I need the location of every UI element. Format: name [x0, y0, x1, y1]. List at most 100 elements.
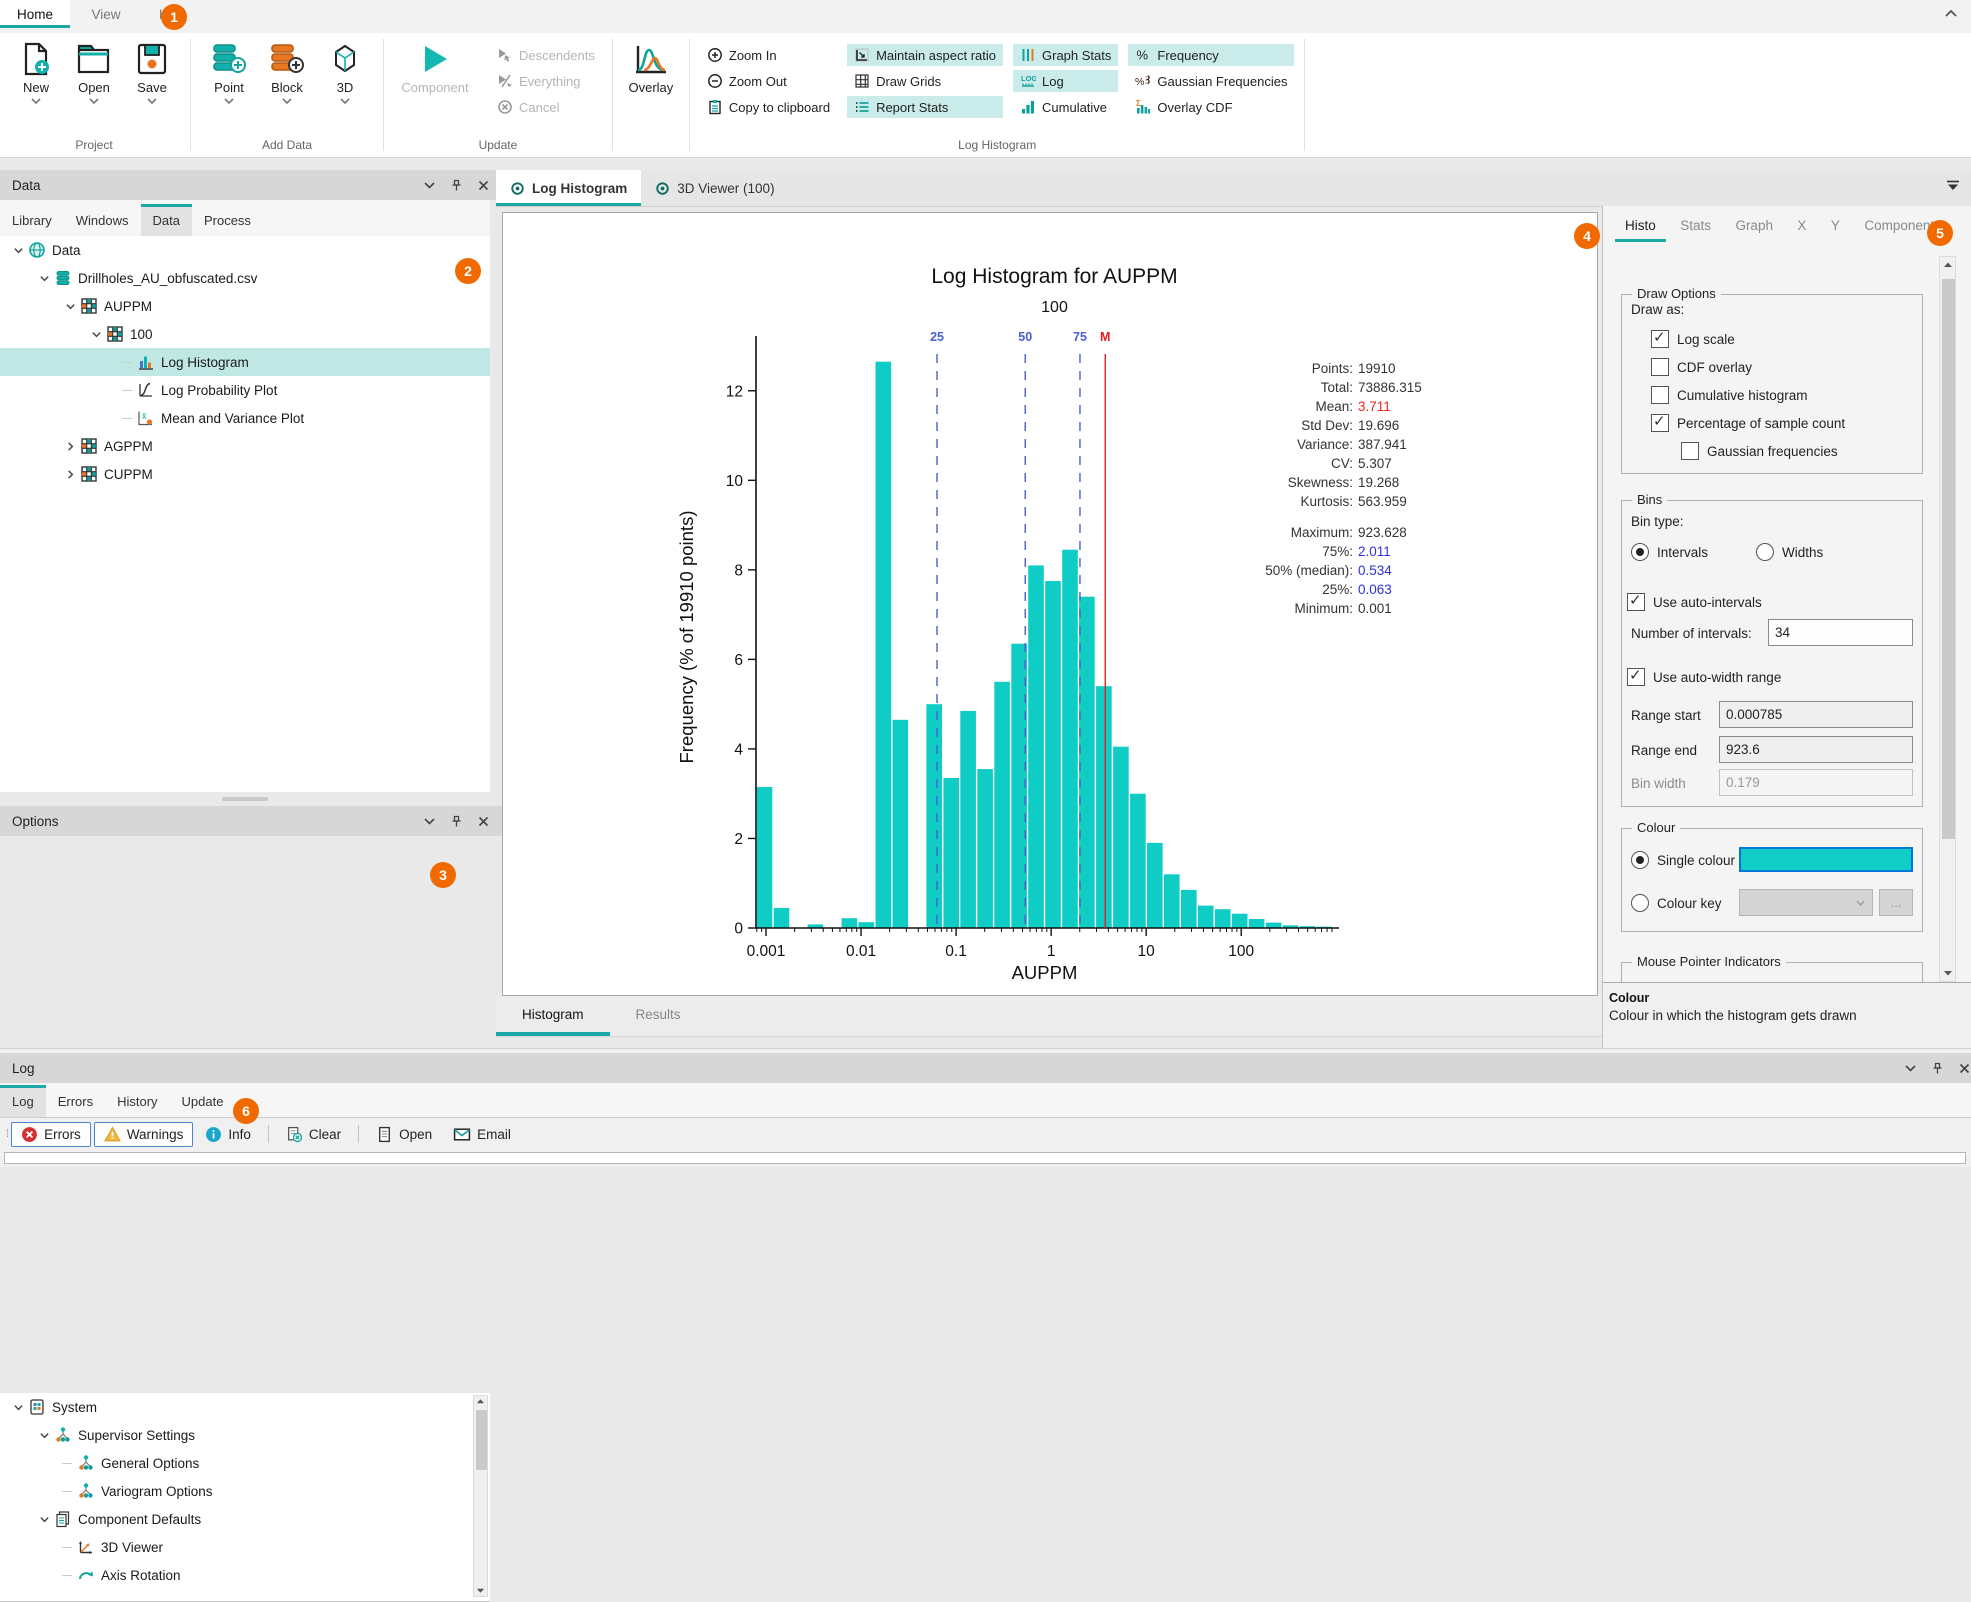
tab-x[interactable]: X [1797, 218, 1807, 233]
pin-icon[interactable] [450, 179, 463, 192]
checkbox-gaussian-frequencies[interactable]: Gaussian frequencies [1681, 442, 1838, 460]
scrollbar-thumb[interactable] [476, 1410, 487, 1470]
checkbox-use-auto-intervals[interactable]: Use auto-intervals [1627, 591, 1762, 611]
radio-intervals[interactable]: Intervals [1631, 543, 1708, 561]
tab-list-filter-icon[interactable] [1945, 178, 1961, 194]
tab-component[interactable]: Component [1864, 218, 1935, 233]
draw-grids-toggle[interactable]: Draw Grids [847, 70, 1003, 92]
chevron-down-icon[interactable] [339, 97, 351, 105]
radio-widths[interactable]: Widths [1756, 543, 1823, 561]
tab-graph[interactable]: Graph [1735, 218, 1773, 233]
update-component-button[interactable]: Component [394, 38, 476, 95]
tab-y[interactable]: Y [1830, 218, 1840, 233]
new-button[interactable]: New [8, 38, 64, 105]
tab-results-view[interactable]: Results [635, 1007, 681, 1022]
tree-item-system[interactable]: System [0, 1393, 490, 1421]
pin-icon[interactable] [1931, 1062, 1944, 1075]
chevron-right-icon[interactable] [62, 441, 78, 452]
checkbox-percentage-of-sample-count[interactable]: Percentage of sample count [1651, 412, 1845, 432]
report-stats-toggle[interactable]: Report Stats [847, 96, 1004, 118]
radio-icon[interactable] [1631, 543, 1649, 561]
tree-item-mean-variance-plot[interactable]: x̄ Mean and Variance Plot [0, 404, 490, 432]
checkbox-icon[interactable] [1651, 386, 1669, 404]
tab-view[interactable]: View [91, 7, 121, 22]
colour-swatch[interactable] [1739, 847, 1913, 872]
tab-data[interactable]: Data [140, 204, 192, 236]
tab-histogram-view[interactable]: Histogram [496, 996, 610, 1036]
checkbox-use-auto-width-range[interactable]: Use auto-width range [1627, 666, 1781, 686]
tree-item-component-defaults[interactable]: Component Defaults [0, 1505, 490, 1533]
maintain-aspect-ratio-toggle[interactable]: Maintain aspect ratio [847, 44, 1004, 66]
checkbox-icon[interactable] [1627, 666, 1645, 686]
tree-item-agppm[interactable]: AGPPM [0, 432, 490, 460]
checkbox-icon[interactable] [1651, 358, 1669, 376]
cumulative-toggle[interactable]: Cumulative [1013, 96, 1118, 118]
tab-stats[interactable]: Stats [1680, 218, 1711, 233]
tree-item-cuppm[interactable]: CUPPM [0, 460, 490, 488]
checkbox-icon[interactable] [1651, 328, 1669, 348]
close-icon[interactable] [477, 815, 490, 828]
tab-process[interactable]: Process [203, 213, 251, 228]
chevron-down-icon[interactable] [30, 97, 42, 105]
checkbox-icon[interactable] [1627, 591, 1645, 611]
update-descendents-button[interactable]: Descendents [490, 44, 602, 66]
chevron-down-icon[interactable] [223, 97, 235, 105]
frequency-toggle[interactable]: % Frequency [1128, 44, 1295, 66]
gaussian-frequencies-toggle[interactable]: % Gaussian Frequencies [1128, 70, 1294, 92]
close-icon[interactable] [1958, 1062, 1971, 1075]
tree-item-3d-viewer[interactable]: 3D Viewer [0, 1533, 490, 1561]
scroll-down-icon[interactable] [1940, 969, 1955, 978]
open-button[interactable]: Open [66, 38, 122, 105]
range-start-field[interactable] [1719, 701, 1913, 728]
pin-icon[interactable] [450, 815, 463, 828]
tab-log[interactable]: Log [0, 1085, 46, 1117]
zoom-out-button[interactable]: Zoom Out [700, 70, 837, 92]
chevron-down-icon[interactable] [36, 1430, 52, 1441]
tab-errors[interactable]: Errors [57, 1094, 94, 1109]
radio-icon[interactable] [1631, 851, 1649, 869]
clear-log-button[interactable]: Clear [277, 1123, 350, 1146]
chevron-down-icon[interactable] [36, 1514, 52, 1525]
show-errors-button[interactable]: Errors [11, 1121, 91, 1147]
tab-windows[interactable]: Windows [75, 213, 129, 228]
show-info-button[interactable]: Info [196, 1123, 260, 1146]
tree-item-variogram-options[interactable]: Variogram Options [0, 1477, 490, 1505]
chevron-down-icon[interactable] [423, 179, 436, 192]
chevron-down-icon[interactable] [1904, 1062, 1917, 1075]
update-cancel-button[interactable]: Cancel [490, 96, 602, 118]
range-end-field[interactable] [1719, 736, 1913, 763]
checkbox-icon[interactable] [1651, 412, 1669, 432]
collapse-ribbon-icon[interactable] [1943, 6, 1959, 22]
chevron-down-icon[interactable] [423, 815, 436, 828]
checkbox-cdf-overlay[interactable]: CDF overlay [1651, 358, 1752, 376]
graph-stats-toggle[interactable]: Graph Stats [1013, 44, 1119, 66]
zoom-in-button[interactable]: Zoom In [700, 44, 837, 66]
log-content-area[interactable] [4, 1152, 1966, 1164]
doc-tab-3d-viewer[interactable]: 3D Viewer (100) [641, 170, 788, 206]
tab-histo[interactable]: Histo [1615, 206, 1666, 242]
chevron-down-icon[interactable] [281, 97, 293, 105]
chevron-down-icon[interactable] [146, 97, 158, 105]
log-scale-toggle[interactable]: LOG Log [1013, 70, 1119, 92]
radio-icon[interactable] [1631, 894, 1649, 912]
tree-item-100[interactable]: 100 [0, 320, 490, 348]
tree-item-axis-rotation[interactable]: Axis Rotation [0, 1561, 490, 1589]
radio-single-colour[interactable]: Single colour [1631, 851, 1735, 869]
show-warnings-button[interactable]: Warnings [93, 1121, 194, 1147]
number-of-intervals-field[interactable] [1768, 619, 1913, 646]
tab-home[interactable]: Home [0, 0, 71, 28]
chevron-down-icon[interactable] [88, 329, 104, 340]
scrollbar-thumb[interactable] [1942, 279, 1955, 839]
tree-item-log-probability-plot[interactable]: Log Probability Plot [0, 376, 490, 404]
tree-item-drillholes-csv[interactable]: Drillholes_AU_obfuscated.csv [0, 264, 490, 292]
checkbox-icon[interactable] [1681, 442, 1699, 460]
overlay-button[interactable]: Overlay [623, 38, 679, 95]
options-scrollbar[interactable] [473, 1395, 488, 1597]
add-point-data-button[interactable]: Point [201, 38, 257, 105]
doc-tab-log-histogram[interactable]: Log Histogram [496, 170, 642, 206]
copy-to-clipboard-button[interactable]: Copy to clipboard [700, 96, 837, 118]
histogram-canvas[interactable]: 0.001 0.01 0.1 1 10 100 0 2 4 6 8 10 12 25 50 75 M Log Hi… [502, 212, 1598, 996]
chevron-down-icon[interactable] [36, 273, 52, 284]
overlay-cdf-toggle[interactable]: Σ Overlay CDF [1128, 96, 1294, 118]
panel-splitter[interactable] [0, 792, 490, 806]
